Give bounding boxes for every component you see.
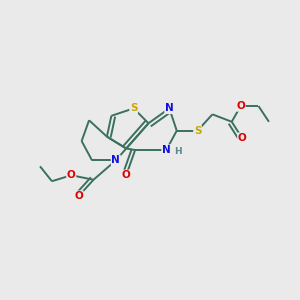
Text: O: O xyxy=(236,101,245,111)
Text: N: N xyxy=(165,103,174,113)
Text: O: O xyxy=(122,170,130,180)
Text: O: O xyxy=(74,191,83,201)
Text: S: S xyxy=(194,126,201,136)
Text: S: S xyxy=(130,103,137,113)
Text: N: N xyxy=(162,145,171,155)
Text: H: H xyxy=(174,147,182,156)
Text: O: O xyxy=(67,170,76,180)
Text: N: N xyxy=(111,155,120,165)
Text: O: O xyxy=(238,133,247,143)
